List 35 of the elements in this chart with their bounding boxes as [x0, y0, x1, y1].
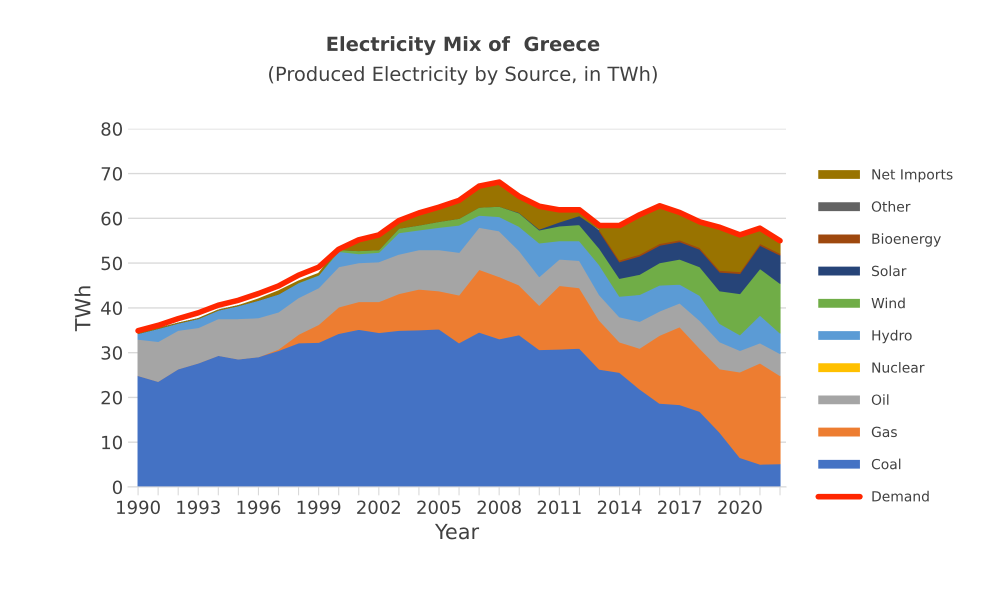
legend-label: Bioenergy — [872, 233, 941, 247]
legend-label: Solar — [872, 265, 906, 276]
y-axis-title: TWh — [74, 286, 90, 332]
x-tick-label: 1996 — [237, 500, 280, 514]
x-tick-label: 2020 — [718, 500, 762, 514]
y-tick-label: 70 — [102, 167, 122, 181]
legend-label: Hydro — [872, 330, 912, 344]
y-tick-label: 20 — [102, 390, 122, 405]
x-axis-title: Year — [434, 524, 480, 540]
y-tick-label: 10 — [102, 436, 122, 450]
x-tick-label: 2011 — [538, 500, 581, 514]
x-tick-label: 2014 — [598, 500, 642, 514]
legend-label: Oil — [872, 394, 888, 405]
x-tick-label: 1993 — [177, 500, 220, 514]
legend-label: Net Imports — [872, 169, 952, 182]
y-tick-label: 0 — [112, 480, 122, 494]
legend-label: Nuclear — [872, 362, 924, 373]
legend-label: Other — [872, 201, 910, 212]
x-tick-label: 1990 — [117, 500, 160, 514]
x-tick-label: 2017 — [658, 500, 702, 514]
legend-label: Gas — [872, 426, 897, 438]
legend-label: Demand — [872, 490, 929, 502]
x-tick-label: 2002 — [357, 500, 400, 514]
y-tick-label: 40 — [101, 301, 122, 315]
chart-title: Electricity Mix of Greece — [328, 36, 600, 56]
y-tick-label: 80 — [101, 122, 122, 136]
legend-label: Wind — [872, 298, 905, 308]
x-tick-label: 2008 — [478, 500, 521, 514]
legend-label: Coal — [872, 458, 900, 470]
x-tick-label: 1999 — [298, 500, 340, 514]
x-tick-label: 2005 — [417, 500, 460, 514]
y-tick-label: 50 — [102, 256, 122, 270]
y-tick-label: 30 — [102, 346, 122, 360]
y-tick-label: 60 — [101, 212, 122, 226]
chart-subtitle: (Produced Electricity by Source, in TWh) — [269, 66, 657, 85]
